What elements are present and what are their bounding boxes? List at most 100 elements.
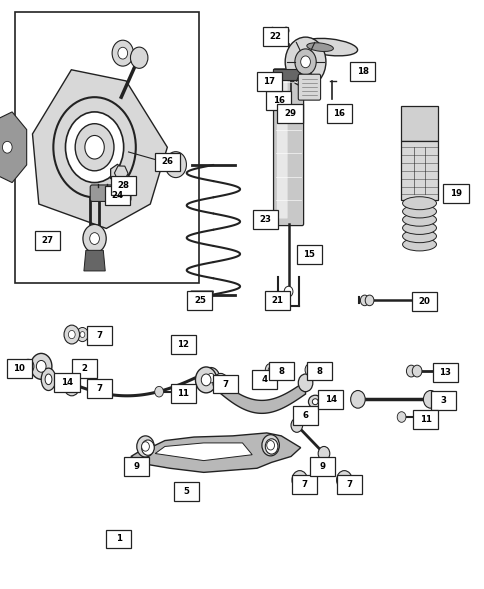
- Polygon shape: [155, 443, 252, 461]
- Text: 7: 7: [301, 479, 307, 489]
- Circle shape: [291, 471, 307, 489]
- Circle shape: [406, 365, 415, 377]
- Ellipse shape: [308, 395, 321, 408]
- FancyBboxPatch shape: [35, 231, 60, 250]
- Ellipse shape: [402, 230, 436, 243]
- Bar: [15, 12, 198, 283]
- Circle shape: [411, 365, 421, 377]
- Circle shape: [283, 27, 288, 34]
- Circle shape: [112, 40, 133, 66]
- Circle shape: [290, 418, 302, 432]
- FancyBboxPatch shape: [253, 210, 278, 229]
- Polygon shape: [211, 372, 305, 413]
- Text: 4: 4: [261, 375, 267, 385]
- Circle shape: [118, 47, 127, 59]
- Text: 5: 5: [183, 487, 189, 497]
- Text: 17: 17: [262, 77, 275, 86]
- Circle shape: [165, 152, 186, 178]
- FancyBboxPatch shape: [256, 72, 281, 91]
- Circle shape: [65, 112, 123, 183]
- Circle shape: [202, 368, 219, 389]
- Circle shape: [170, 159, 180, 171]
- Circle shape: [294, 49, 316, 75]
- Circle shape: [300, 56, 310, 68]
- Circle shape: [80, 332, 85, 337]
- FancyBboxPatch shape: [87, 379, 112, 398]
- Circle shape: [307, 367, 312, 373]
- Circle shape: [298, 374, 312, 392]
- Circle shape: [68, 330, 75, 339]
- Text: 7: 7: [96, 384, 102, 393]
- Text: 3: 3: [440, 396, 446, 405]
- Text: 8: 8: [316, 366, 321, 376]
- Text: 28: 28: [118, 181, 129, 190]
- Text: 20: 20: [418, 297, 429, 306]
- Text: 18: 18: [356, 67, 368, 77]
- Text: 1: 1: [116, 534, 121, 544]
- Text: 14: 14: [324, 395, 336, 404]
- FancyBboxPatch shape: [154, 153, 180, 171]
- Ellipse shape: [402, 221, 436, 234]
- FancyBboxPatch shape: [292, 406, 318, 425]
- Circle shape: [64, 325, 79, 344]
- Ellipse shape: [402, 197, 436, 210]
- Ellipse shape: [302, 38, 357, 56]
- FancyBboxPatch shape: [106, 530, 131, 548]
- Text: 11: 11: [419, 415, 431, 424]
- Circle shape: [268, 367, 272, 373]
- FancyBboxPatch shape: [174, 482, 199, 501]
- Text: 7: 7: [222, 379, 228, 389]
- FancyBboxPatch shape: [266, 91, 291, 110]
- Circle shape: [340, 476, 347, 484]
- FancyBboxPatch shape: [170, 335, 196, 354]
- Circle shape: [22, 359, 34, 373]
- Circle shape: [68, 382, 75, 391]
- FancyBboxPatch shape: [273, 69, 303, 226]
- Circle shape: [350, 391, 364, 408]
- FancyBboxPatch shape: [277, 104, 302, 123]
- FancyBboxPatch shape: [318, 390, 343, 409]
- FancyBboxPatch shape: [170, 384, 196, 403]
- Text: 26: 26: [161, 157, 173, 167]
- Text: 25: 25: [194, 296, 205, 305]
- Circle shape: [265, 363, 275, 376]
- Text: 29: 29: [284, 108, 295, 118]
- Circle shape: [83, 224, 106, 253]
- Circle shape: [304, 363, 315, 376]
- Polygon shape: [32, 70, 167, 229]
- Bar: [400, 141, 437, 200]
- FancyBboxPatch shape: [187, 291, 212, 310]
- Bar: [400, 106, 437, 141]
- FancyBboxPatch shape: [336, 475, 361, 494]
- Circle shape: [136, 436, 154, 457]
- Circle shape: [141, 440, 154, 455]
- Circle shape: [195, 367, 216, 393]
- Circle shape: [0, 134, 18, 160]
- Ellipse shape: [402, 238, 436, 251]
- Circle shape: [201, 374, 211, 386]
- Text: 2: 2: [82, 363, 88, 373]
- Circle shape: [284, 286, 292, 297]
- Polygon shape: [131, 433, 300, 472]
- Ellipse shape: [41, 368, 56, 391]
- FancyBboxPatch shape: [291, 475, 317, 494]
- FancyBboxPatch shape: [87, 326, 112, 345]
- Text: 14: 14: [61, 378, 73, 388]
- Text: 11: 11: [177, 389, 189, 398]
- Text: 15: 15: [303, 250, 315, 259]
- FancyBboxPatch shape: [430, 391, 455, 410]
- Circle shape: [136, 461, 143, 470]
- Text: 16: 16: [333, 108, 345, 118]
- FancyBboxPatch shape: [105, 186, 130, 205]
- Circle shape: [75, 124, 114, 171]
- Polygon shape: [0, 112, 27, 183]
- Circle shape: [36, 360, 46, 372]
- Circle shape: [154, 386, 163, 397]
- Text: 7: 7: [346, 479, 351, 489]
- Text: 13: 13: [439, 368, 450, 377]
- Text: 22: 22: [269, 32, 281, 41]
- Text: 10: 10: [14, 363, 25, 373]
- Ellipse shape: [312, 399, 318, 405]
- FancyBboxPatch shape: [442, 184, 468, 203]
- Circle shape: [2, 141, 12, 153]
